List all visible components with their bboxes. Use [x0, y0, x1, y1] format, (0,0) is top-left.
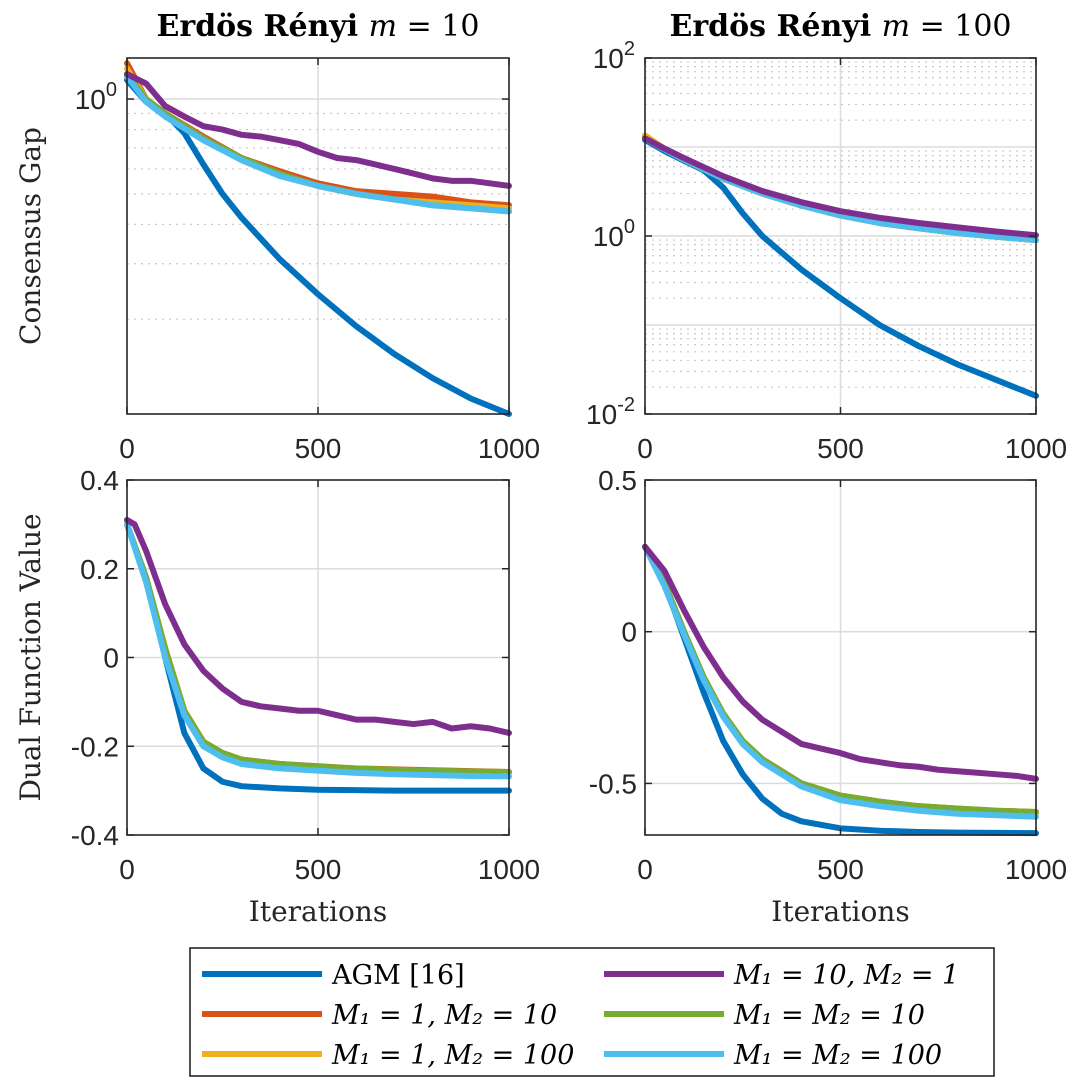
x-tick-label: 1000: [1005, 854, 1067, 885]
y-tick-base: 10: [586, 399, 617, 430]
x-tick-label: 500: [295, 854, 342, 885]
series-line-6: [124, 73, 512, 215]
panel-3: 0 500 1000 0.4 0.2 0 -0.2 -0.4 Iterations Dual Fu…: [14, 465, 540, 928]
y-tick-label: 0: [103, 643, 119, 674]
series-line-4: [642, 543, 1039, 782]
legend-label-6: M₁ = M₂ = 100: [733, 1040, 942, 1071]
title-var: m: [369, 9, 397, 44]
y-axis-label: Consensus Gap: [14, 127, 47, 345]
legend-label-4: M₁ = M₂ = 10: [733, 1000, 925, 1031]
x-tick-label: 0: [637, 854, 653, 885]
x-tick-label: 0: [119, 854, 135, 885]
title-var: m: [882, 9, 910, 44]
y-tick-label: 0: [621, 617, 637, 648]
y-tick-label: -0.2: [71, 731, 119, 762]
legend: AGM [16] M₁ = 10, M₂ = 1 M₁ = 1, M₂ = 10 M₁…: [189, 947, 995, 1077]
x-axis-label: Iterations: [249, 895, 387, 928]
y-tick-exponent: -2: [617, 394, 635, 416]
y-tick-base: 10: [75, 84, 106, 115]
y-tick-label: 10-2: [586, 394, 635, 430]
series-group: [642, 543, 1039, 837]
series-group: [124, 60, 512, 417]
series-line-4: [124, 71, 512, 189]
legend-box: [189, 947, 995, 1077]
x-tick-label: 1000: [1005, 433, 1067, 464]
x-tick-label: 500: [817, 854, 864, 885]
y-tick-label: 100: [75, 79, 117, 115]
y-tick-exponent: 0: [106, 79, 117, 101]
y-tick-label: 0.2: [80, 554, 119, 585]
series-line-6: [124, 521, 512, 780]
series-group: [642, 132, 1039, 399]
x-axis-label: Iterations: [771, 895, 909, 928]
y-tick-label: 100: [593, 216, 635, 252]
y-tick-base: 10: [593, 43, 624, 74]
y-tick-label: 0.5: [598, 465, 637, 496]
x-tick-label: 500: [295, 433, 342, 464]
y-tick-label: -0.4: [71, 820, 119, 851]
y-tick-label: 0.4: [80, 465, 119, 496]
grid: [645, 480, 1036, 835]
panel-title: Erdös Rényi m = 100: [669, 9, 1011, 44]
title-value: = 100: [910, 9, 1011, 44]
panel-4: 0 500 1000 0.5 0 -0.5 Iterations: [589, 465, 1067, 928]
x-tick-label: 500: [817, 433, 864, 464]
y-tick-exponent: 2: [624, 38, 635, 60]
title-text: Erdös Rényi: [157, 9, 369, 44]
legend-label-3: M₁ = 1, M₂ = 10: [331, 1000, 557, 1031]
legend-label-1: AGM [16]: [331, 960, 465, 991]
x-tick-label: 0: [637, 433, 653, 464]
grid: [127, 58, 509, 414]
legend-label-5: M₁ = 1, M₂ = 100: [331, 1040, 574, 1071]
x-tick-label: 1000: [478, 433, 540, 464]
x-tick-label: 0: [119, 433, 135, 464]
y-tick-label: -0.5: [589, 768, 637, 799]
legend-label-2: M₁ = 10, M₂ = 1: [733, 960, 959, 991]
x-tick-label: 1000: [478, 854, 540, 885]
series-group: [124, 516, 512, 794]
y-tick-base: 10: [593, 221, 624, 252]
series-line-4: [642, 135, 1039, 239]
y-tick-exponent: 0: [624, 216, 635, 238]
title-text: Erdös Rényi: [669, 9, 881, 44]
series-line-4: [124, 516, 512, 736]
series-line-6: [642, 543, 1039, 820]
y-tick-label: 102: [593, 38, 635, 74]
panel-title: Erdös Rényi m = 10: [157, 9, 480, 44]
title-value: = 10: [397, 9, 479, 44]
y-axis-label: Dual Function Value: [14, 513, 47, 801]
